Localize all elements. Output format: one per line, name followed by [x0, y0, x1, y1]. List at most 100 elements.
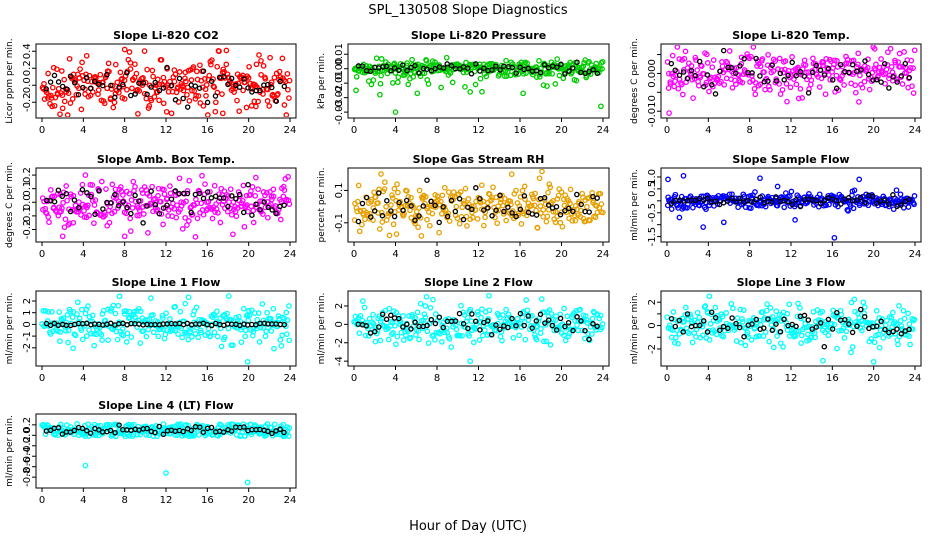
- data-point: [197, 100, 204, 106]
- data-point: [134, 212, 140, 219]
- reference-point: [396, 199, 402, 206]
- reference-point: [257, 87, 263, 94]
- outlier-point: [544, 83, 550, 89]
- data-point: [160, 100, 167, 107]
- reference-point: [396, 67, 402, 74]
- data-point: [370, 77, 377, 83]
- data-point: [414, 309, 421, 316]
- data-point: [893, 320, 900, 327]
- data-point: [797, 86, 804, 92]
- data-points: [39, 293, 293, 365]
- data-point: [117, 69, 124, 76]
- y-tick-label: 0.4: [22, 43, 33, 59]
- data-point: [240, 305, 247, 312]
- data-point: [438, 198, 444, 205]
- data-point: [69, 314, 76, 321]
- reference-point: [821, 197, 828, 204]
- reference-point: [71, 427, 78, 434]
- data-point: [126, 49, 133, 55]
- reference-point: [176, 190, 182, 197]
- reference-point: [160, 431, 167, 438]
- data-point: [378, 171, 384, 177]
- outlier-point: [700, 224, 707, 230]
- outlier-point: [856, 176, 863, 183]
- data-point: [472, 81, 479, 88]
- data-point: [723, 75, 730, 82]
- data-point: [76, 315, 83, 322]
- data-point: [795, 300, 801, 307]
- x-tick-label: 0: [39, 249, 45, 260]
- reference-point: [391, 213, 398, 220]
- data-point: [767, 304, 774, 311]
- reference-point: [156, 87, 163, 94]
- reference-point: [277, 426, 283, 433]
- data-point: [831, 321, 838, 328]
- data-point: [468, 318, 475, 325]
- data-point: [186, 218, 192, 224]
- reference-point: [144, 203, 150, 209]
- data-point: [137, 308, 144, 315]
- reference-point: [204, 99, 211, 106]
- data-point: [270, 186, 277, 193]
- data-point: [195, 334, 202, 341]
- reference-point: [578, 318, 584, 324]
- data-point: [672, 78, 678, 85]
- data-point: [357, 312, 364, 319]
- reference-point: [525, 313, 531, 319]
- data-point: [739, 318, 746, 325]
- data-point: [372, 194, 379, 200]
- data-point: [478, 182, 485, 189]
- data-point: [61, 76, 68, 83]
- data-point: [475, 311, 481, 318]
- reference-point: [108, 82, 114, 89]
- x-tick-label: 20: [242, 495, 255, 506]
- data-point: [141, 48, 148, 54]
- reference-point: [680, 69, 687, 75]
- data-point: [79, 336, 86, 343]
- data-point: [748, 337, 755, 343]
- x-tick-label: 20: [867, 373, 880, 384]
- data-point: [390, 221, 397, 228]
- data-point: [543, 338, 550, 345]
- outlier-point: [598, 103, 604, 110]
- reference-point: [513, 323, 519, 329]
- reference-point: [845, 195, 852, 201]
- data-point: [268, 328, 275, 334]
- data-point: [892, 59, 899, 66]
- data-point: [268, 79, 275, 86]
- reference-point: [708, 309, 715, 315]
- reference-point: [761, 325, 767, 331]
- data-point: [687, 311, 693, 318]
- reference-point: [47, 79, 54, 85]
- reference-point: [440, 65, 447, 71]
- reference-point: [225, 203, 231, 210]
- reference-point: [371, 208, 378, 214]
- reference-point: [805, 90, 812, 96]
- data-point: [675, 85, 682, 92]
- data-point: [734, 315, 741, 321]
- data-point: [95, 87, 102, 93]
- data-point: [911, 201, 917, 208]
- data-point: [713, 331, 720, 338]
- data-point: [280, 183, 287, 190]
- y-tick-label: 0.00: [334, 58, 345, 80]
- data-point: [495, 207, 502, 214]
- data-point: [860, 299, 867, 306]
- reference-point: [777, 329, 784, 335]
- data-point: [65, 339, 71, 346]
- reference-point: [160, 205, 167, 211]
- data-point: [214, 333, 221, 340]
- x-tick-label: 8: [746, 125, 752, 136]
- data-point: [673, 334, 679, 341]
- data-point: [887, 45, 894, 52]
- data-point: [449, 79, 456, 86]
- data-point: [219, 91, 225, 97]
- data-point: [49, 84, 56, 91]
- data-point: [572, 217, 579, 224]
- reference-point: [557, 211, 564, 218]
- reference-point: [383, 63, 390, 70]
- reference-point: [55, 187, 62, 193]
- data-point: [241, 223, 248, 230]
- y-axis-label: degrees C per min.: [630, 38, 640, 124]
- data-point: [182, 300, 189, 307]
